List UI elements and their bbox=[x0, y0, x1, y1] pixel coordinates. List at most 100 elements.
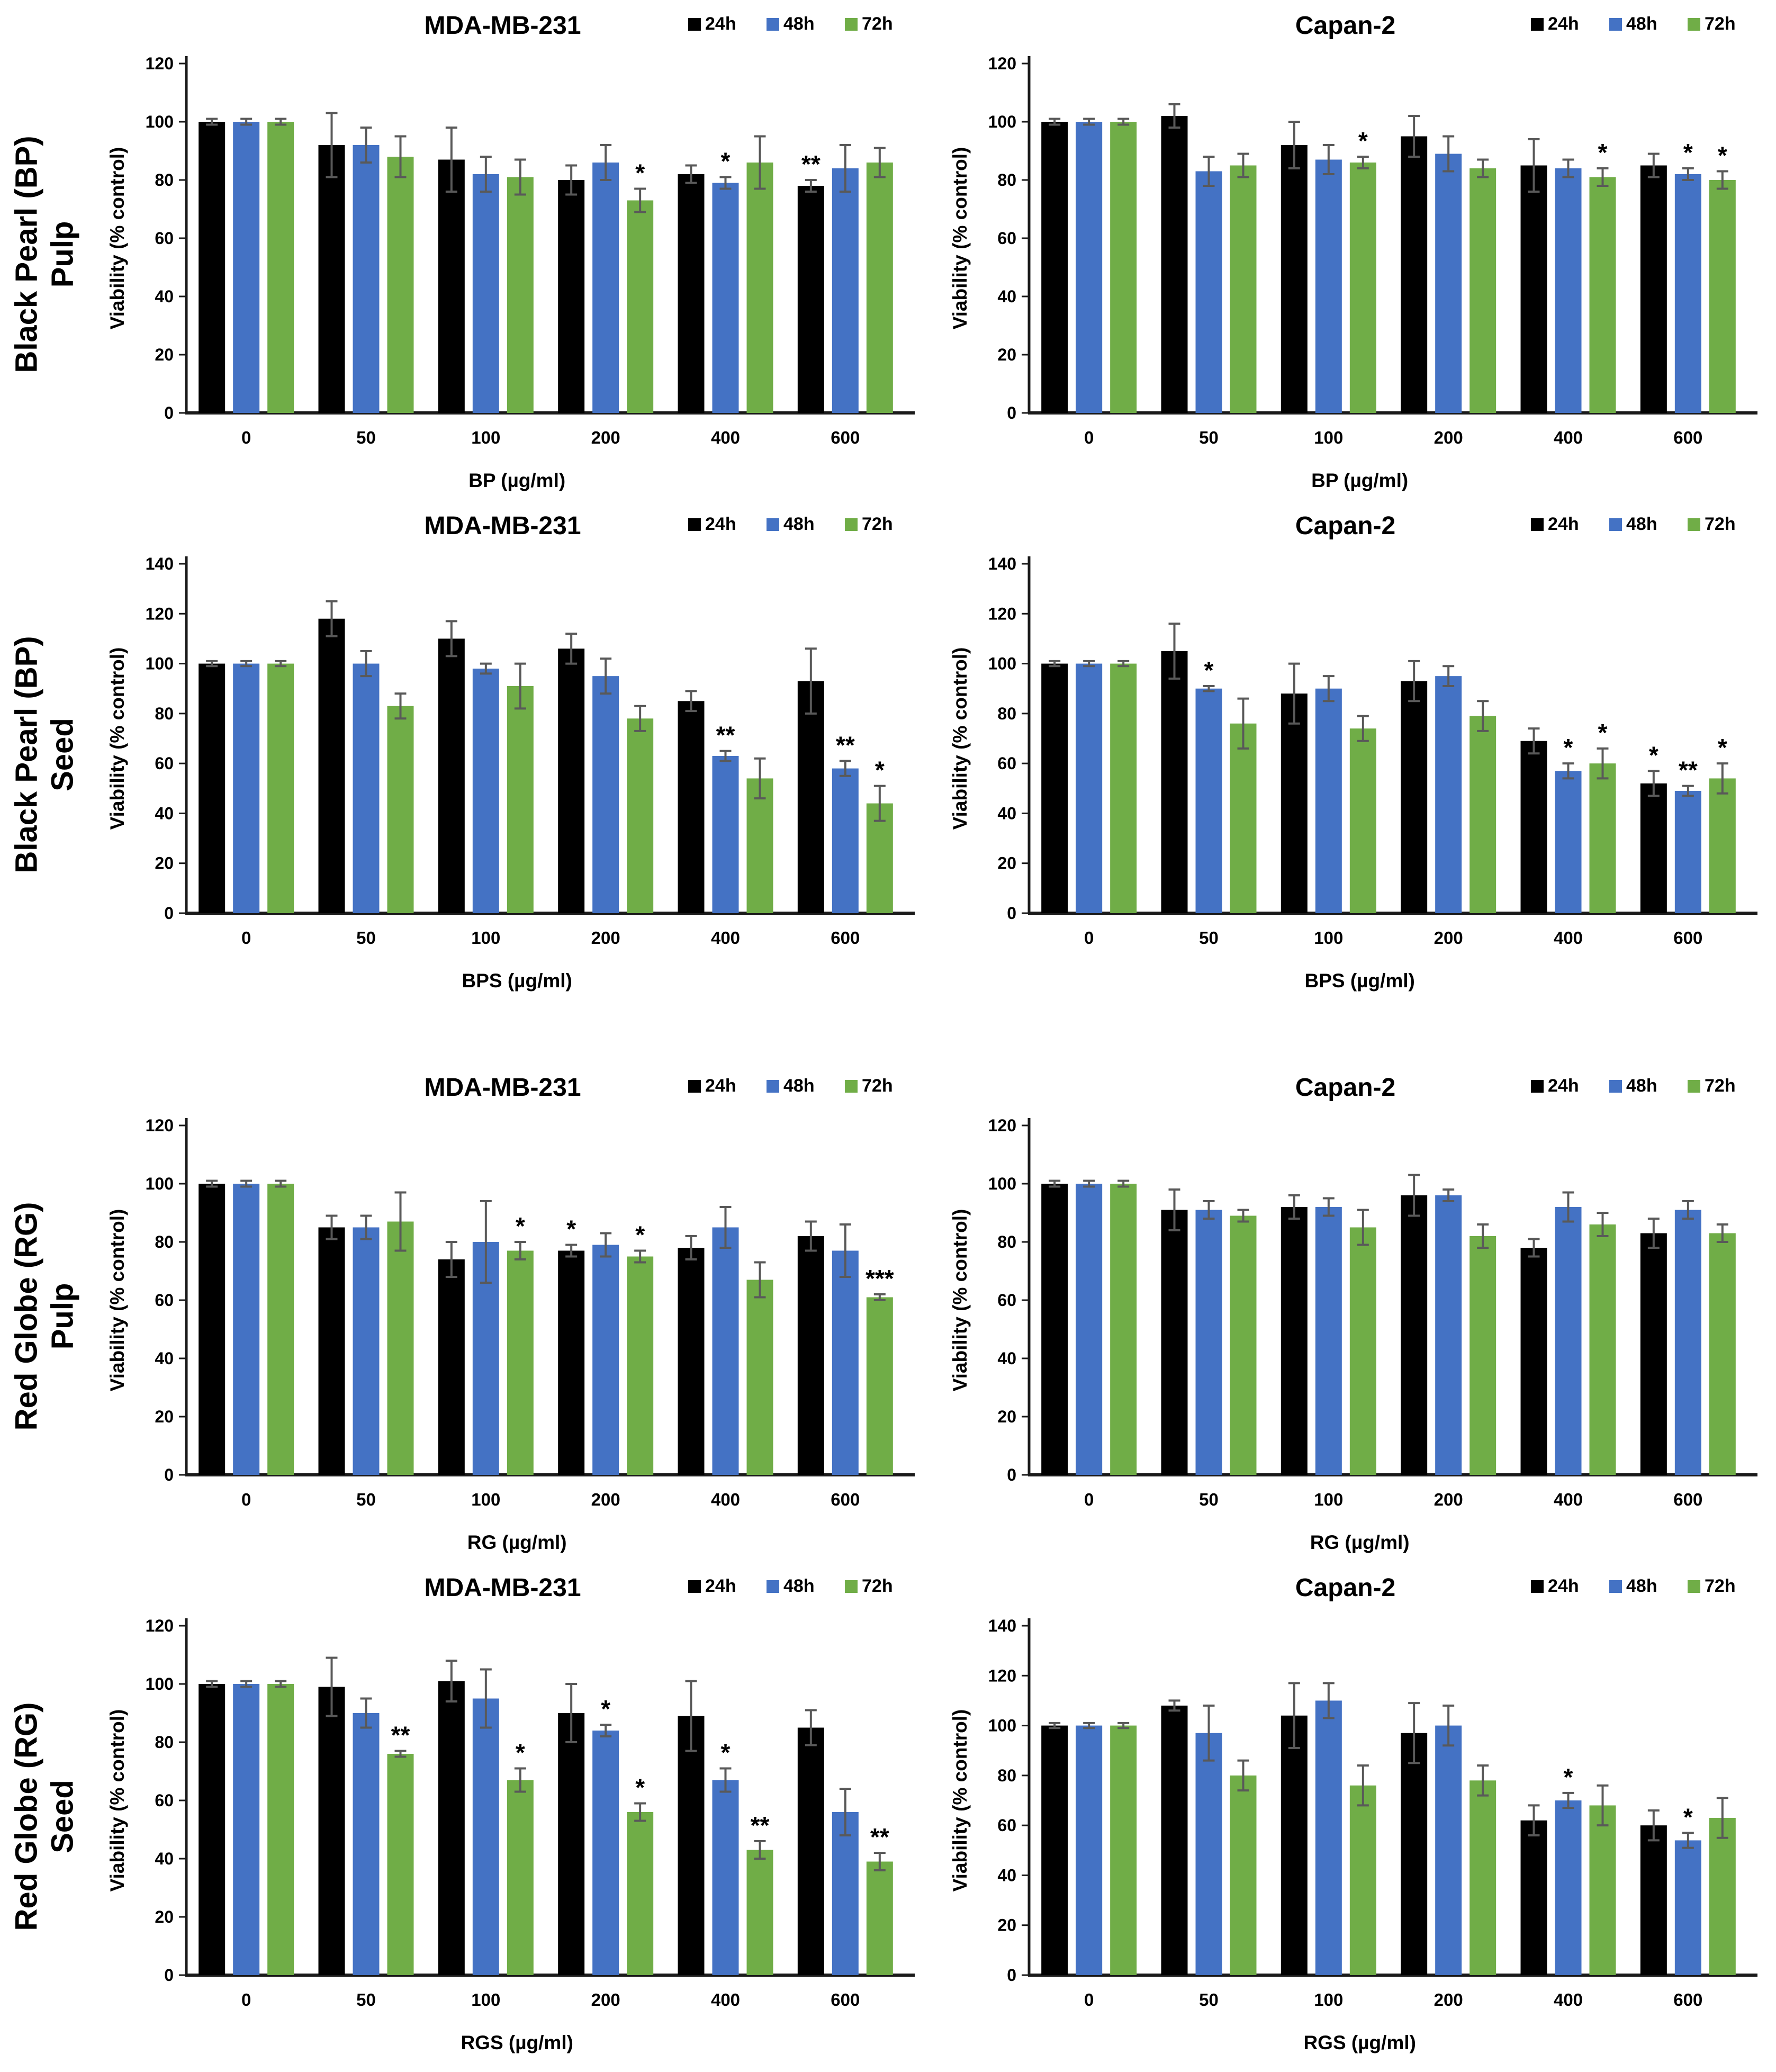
error-bar bbox=[1443, 135, 1455, 173]
error-bar bbox=[1408, 660, 1420, 702]
bar-72h-400 bbox=[746, 1280, 773, 1475]
legend-item: 24h bbox=[688, 14, 736, 34]
bar-72h-50 bbox=[387, 1754, 414, 1975]
error-bar bbox=[634, 705, 646, 732]
x-category-label: 50 bbox=[356, 928, 376, 948]
row-label-line1: Black Pearl (BP) bbox=[9, 136, 44, 373]
bar-72h-100 bbox=[507, 1780, 534, 1975]
significance-marker: ** bbox=[751, 1812, 770, 1839]
bar-24h-50 bbox=[318, 1687, 345, 1975]
error-bar bbox=[754, 1840, 766, 1860]
significance-marker: ** bbox=[836, 731, 855, 759]
x-axis-title: RG (µg/ml) bbox=[467, 1532, 567, 1553]
error-bar bbox=[326, 1656, 338, 1717]
bar-72h-100 bbox=[1349, 163, 1376, 413]
error-bar bbox=[634, 1802, 646, 1822]
legend-label: 72h bbox=[1705, 1576, 1736, 1596]
chart-cell: Capan-2 24h 48h 72h 0 20 40 60 80 100 120 140 0 50 100… bbox=[933, 1566, 1775, 2067]
x-category-label: 200 bbox=[1434, 1990, 1463, 2010]
error-bar bbox=[1168, 1699, 1180, 1712]
error-bar bbox=[1117, 1722, 1130, 1729]
error-bar bbox=[1408, 1174, 1420, 1217]
error-bar bbox=[514, 662, 526, 710]
bar-72h-0 bbox=[1110, 1725, 1137, 1975]
legend: 24h 48h 72h bbox=[1531, 14, 1736, 34]
legend-label: 72h bbox=[862, 514, 893, 534]
x-category-label: 600 bbox=[1673, 1990, 1702, 2010]
figure-row-bp-pulp: Black Pearl (BP) Pulp MDA-MB-231 24h 48h 72… bbox=[0, 4, 1776, 505]
bar-24h-200 bbox=[1401, 1733, 1428, 1975]
error-bar bbox=[1322, 1197, 1335, 1217]
legend-swatch bbox=[845, 18, 858, 31]
chart-bp-seed-mda: MDA-MB-231 24h 48h 72h 0 20 40 60 80 100 120 140 0 50… bbox=[106, 512, 915, 992]
error-bar bbox=[1716, 762, 1728, 795]
bar-24h-100 bbox=[438, 638, 465, 913]
x-category-label: 400 bbox=[1554, 1990, 1583, 2010]
bar-48h-0 bbox=[1076, 663, 1103, 913]
bar-72h-0 bbox=[267, 663, 294, 913]
bar-48h-0 bbox=[1076, 1725, 1103, 1975]
error-bar bbox=[394, 1750, 407, 1758]
y-tick-label: 40 bbox=[155, 1349, 174, 1368]
x-category-label: 600 bbox=[831, 928, 860, 948]
significance-marker: * bbox=[516, 1739, 525, 1767]
bar-24h-50 bbox=[1161, 1210, 1188, 1475]
bar-24h-600 bbox=[1640, 1233, 1667, 1475]
figure-row-rg-seed: Red Globe (RG) Seed MDA-MB-231 24h 48h 72h 0… bbox=[0, 1566, 1776, 2067]
error-bar bbox=[1168, 623, 1180, 680]
legend-label: 48h bbox=[783, 14, 815, 34]
bar-72h-400 bbox=[746, 1850, 773, 1975]
error-bar bbox=[275, 660, 287, 668]
legend-item: 24h bbox=[1531, 1076, 1579, 1096]
bar-24h-200 bbox=[1401, 136, 1428, 413]
y-tick-label: 40 bbox=[155, 1849, 174, 1868]
bar-48h-600 bbox=[1674, 1840, 1701, 1975]
y-tick-label: 100 bbox=[988, 112, 1016, 131]
bar-48h-0 bbox=[233, 122, 260, 413]
y-tick-label: 0 bbox=[1007, 1966, 1016, 1985]
error-bar bbox=[1357, 1764, 1369, 1807]
y-tick-label: 100 bbox=[988, 1174, 1016, 1193]
bar-48h-400 bbox=[1555, 771, 1582, 913]
bar-72h-600 bbox=[866, 1297, 893, 1475]
x-category-label: 0 bbox=[1084, 1990, 1094, 2010]
x-category-label: 100 bbox=[1314, 1490, 1343, 1509]
bar-48h-0 bbox=[1076, 122, 1103, 413]
y-tick-label: 80 bbox=[155, 170, 174, 190]
y-tick-label: 100 bbox=[988, 1716, 1016, 1735]
error-bar bbox=[1647, 770, 1660, 797]
bar-48h-0 bbox=[1076, 1184, 1103, 1475]
row-label-line2: Pulp bbox=[46, 1283, 80, 1350]
legend-swatch bbox=[845, 1080, 858, 1093]
x-category-label: 400 bbox=[1554, 928, 1583, 948]
bar-24h-50 bbox=[318, 618, 345, 913]
error-bar bbox=[1237, 1759, 1249, 1792]
error-bar bbox=[1477, 1223, 1489, 1249]
x-axis-title: BPS (µg/ml) bbox=[1304, 970, 1414, 992]
bar-24h-600 bbox=[797, 681, 824, 913]
row-label-rg-pulp: Red Globe (RG) Pulp bbox=[0, 1066, 90, 1566]
chart-bp-seed-capan: Capan-2 24h 48h 72h 0 20 40 60 80 100 120 140 0 * 50 10… bbox=[949, 512, 1757, 992]
y-tick-label: 20 bbox=[997, 854, 1016, 873]
error-bar bbox=[600, 1724, 612, 1737]
x-category-label: 200 bbox=[591, 928, 620, 948]
x-category-label: 50 bbox=[356, 1990, 376, 2010]
y-axis-title: Viability (% control) bbox=[106, 1709, 128, 1892]
error-bar bbox=[565, 1244, 578, 1258]
row-label-text: Black Pearl (BP) Seed bbox=[9, 636, 82, 873]
x-category-label: 100 bbox=[471, 1990, 500, 2010]
significance-marker: * bbox=[1358, 127, 1368, 155]
x-category-label: 200 bbox=[1434, 428, 1463, 447]
error-bar bbox=[1237, 152, 1249, 178]
significance-marker: * bbox=[635, 1221, 645, 1249]
significance-marker: * bbox=[635, 159, 645, 187]
bar-24h-200 bbox=[1401, 1195, 1428, 1475]
legend-swatch bbox=[767, 1080, 779, 1093]
y-tick-label: 60 bbox=[997, 754, 1016, 773]
x-category-label: 400 bbox=[711, 1990, 740, 2010]
bar-48h-200 bbox=[592, 1245, 619, 1475]
y-tick-label: 100 bbox=[146, 1674, 174, 1693]
x-axis-title: RGS (µg/ml) bbox=[1303, 2032, 1416, 2053]
y-tick-label: 80 bbox=[997, 1766, 1016, 1785]
legend-item: 24h bbox=[688, 1576, 736, 1596]
